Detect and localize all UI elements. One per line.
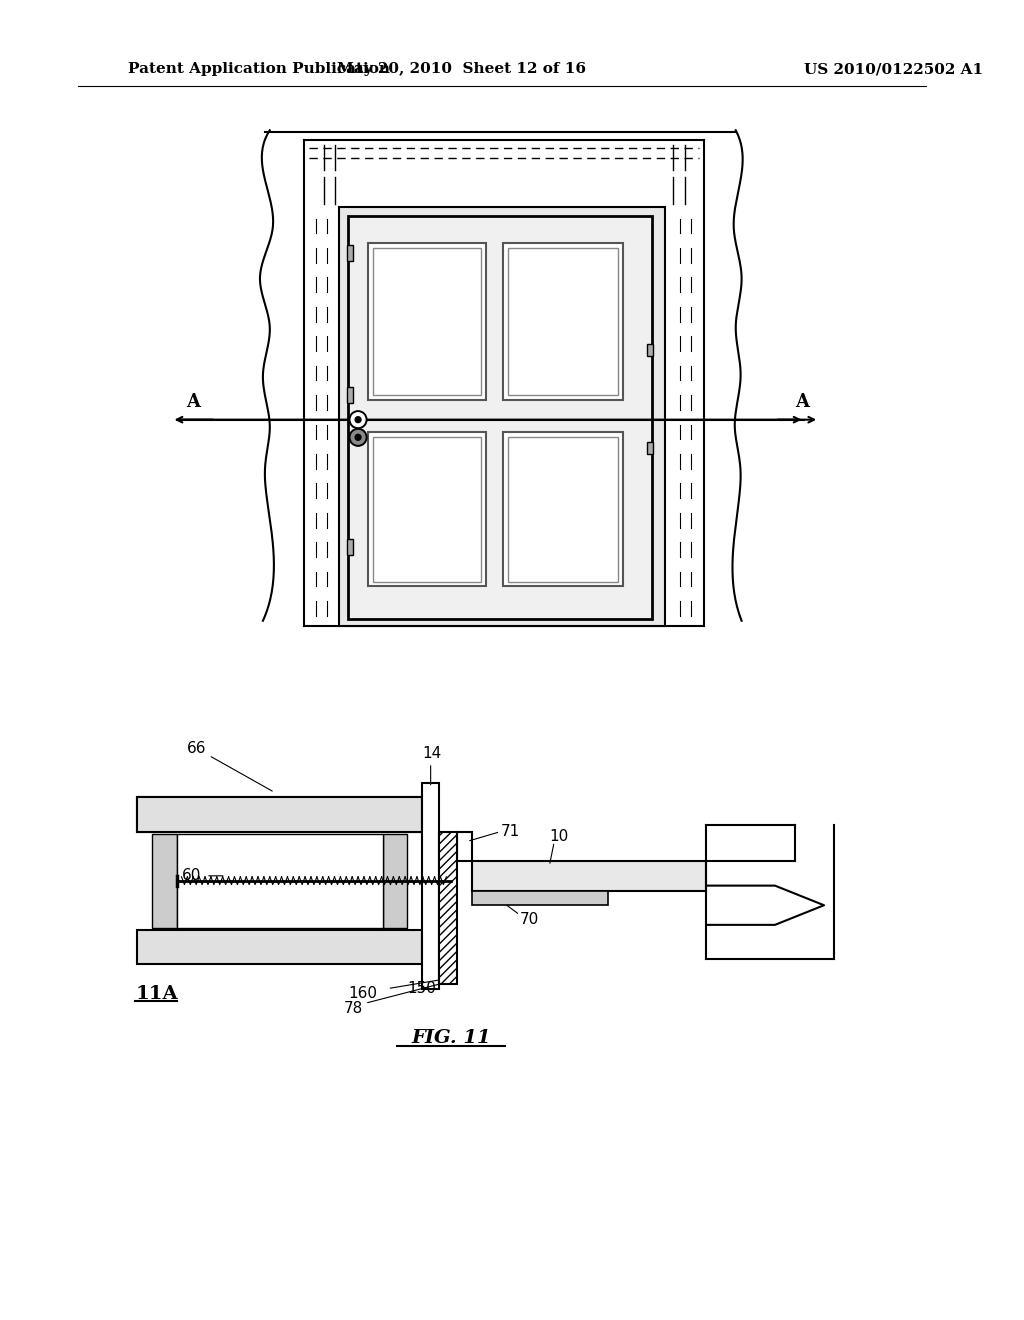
Circle shape [351, 430, 365, 445]
Bar [647, 442, 653, 454]
Bar [439, 832, 457, 983]
Bar [472, 861, 707, 891]
Bar [373, 437, 480, 582]
Bar [457, 832, 472, 861]
Bar [137, 929, 422, 964]
Text: 10: 10 [550, 829, 568, 843]
Bar [383, 834, 408, 928]
Text: 14: 14 [422, 746, 441, 760]
Text: FIG. 11: FIG. 11 [412, 1028, 492, 1047]
Bar [472, 891, 608, 906]
Text: 150: 150 [408, 981, 436, 997]
Circle shape [355, 434, 361, 441]
Bar [368, 433, 485, 586]
Bar [368, 243, 485, 400]
Text: 11A: 11A [135, 985, 178, 1002]
Bar [347, 540, 353, 554]
Text: A: A [186, 393, 201, 411]
Bar [137, 797, 422, 832]
Bar [348, 215, 652, 619]
Bar [152, 834, 176, 928]
Text: 60: 60 [181, 869, 201, 883]
Bar [347, 246, 353, 261]
Bar [176, 834, 383, 928]
Circle shape [349, 429, 367, 446]
Text: 66: 66 [186, 741, 272, 791]
Text: 71: 71 [501, 824, 520, 840]
Bar [347, 387, 353, 403]
Text: US 2010/0122502 A1: US 2010/0122502 A1 [805, 62, 983, 77]
Text: 78: 78 [343, 1001, 362, 1016]
Bar [137, 797, 422, 832]
Bar [503, 433, 623, 586]
Text: May 20, 2010  Sheet 12 of 16: May 20, 2010 Sheet 12 of 16 [337, 62, 586, 77]
Text: Patent Application Publication: Patent Application Publication [128, 62, 389, 77]
Bar [422, 783, 439, 989]
Bar [373, 248, 480, 395]
Text: 70: 70 [520, 912, 540, 928]
Text: 160: 160 [348, 986, 378, 1001]
Text: A: A [796, 393, 809, 411]
Bar [503, 243, 623, 400]
Circle shape [351, 413, 365, 426]
Bar [647, 345, 653, 356]
Circle shape [349, 411, 367, 429]
Bar [339, 207, 666, 626]
Bar [508, 248, 618, 395]
Circle shape [355, 417, 361, 422]
Bar [508, 437, 618, 582]
